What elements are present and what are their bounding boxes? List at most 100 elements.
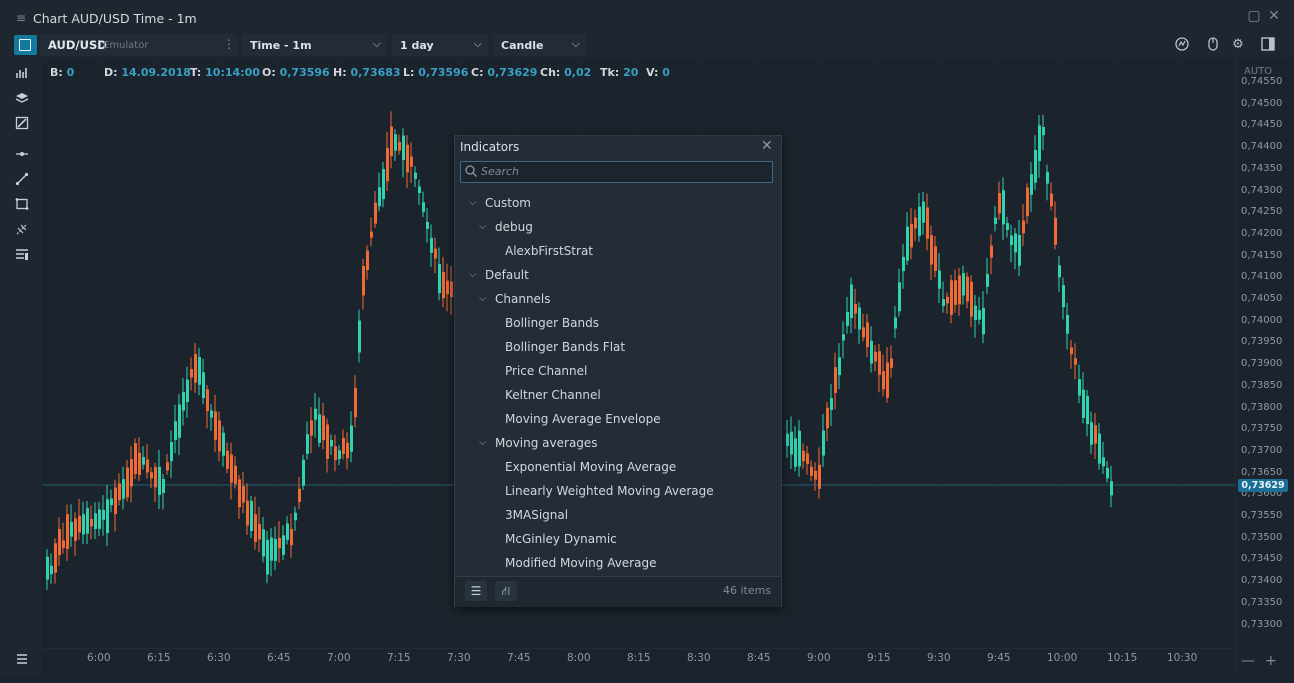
chevron-down-icon: ⌵ — [571, 37, 580, 50]
candle-body — [294, 512, 297, 521]
candle-body — [1050, 193, 1053, 207]
chart-style-dropdown[interactable]: Candle ⌵ — [493, 34, 586, 56]
trend-line-icon[interactable] — [13, 172, 31, 190]
chevron-down-icon[interactable]: ⌵ — [469, 269, 477, 280]
time-axis-label: 9:45 — [987, 652, 1011, 664]
candle-body — [966, 276, 969, 302]
candle-body — [994, 217, 997, 224]
candle-body — [46, 556, 49, 580]
price-axis-label: 0,73300 — [1241, 618, 1283, 630]
candle-body — [190, 369, 193, 378]
indicators-panel: Indicators ✕ ⌵ Custom ⌵ debug AlexbFirstStra… — [454, 135, 782, 607]
time-axis-label: 8:00 — [567, 652, 591, 664]
candle-body — [850, 284, 853, 319]
time-axis-label: 7:30 — [447, 652, 471, 664]
period-dropdown[interactable]: 1 day ⌵ — [392, 34, 488, 56]
symbol-selector[interactable]: AUD/USD Emulator ⋮ — [40, 34, 237, 56]
zoom-in-icon[interactable]: + — [1265, 653, 1277, 669]
candle-body — [150, 472, 153, 479]
candle-body — [298, 488, 301, 502]
more-icon[interactable]: ⋮ — [223, 37, 235, 51]
price-axis-label: 0,73600 — [1241, 488, 1283, 500]
candle-body — [206, 389, 209, 412]
aggregation-dropdown[interactable]: Time - 1m ⌵ — [242, 34, 387, 56]
price-axis-label: 0,74000 — [1241, 314, 1283, 326]
candle-body — [1034, 149, 1037, 183]
indicator-label: Bollinger Bands Flat — [505, 340, 626, 354]
candle-body — [810, 466, 813, 476]
ohlc-info-bar: B: 0 D: 14.09.2018 T: 10:14:00 O: 0,7359… — [44, 64, 680, 82]
maximize-icon[interactable]: ▢ — [1247, 8, 1261, 24]
chevron-down-icon[interactable]: ⌵ — [479, 221, 487, 232]
chevron-down-icon: ⌵ — [473, 37, 482, 50]
candle-body — [950, 280, 953, 315]
price-axis-label: 0,74200 — [1241, 227, 1283, 239]
candle-body — [402, 135, 405, 161]
hamburger-icon[interactable]: ≡ — [16, 11, 27, 25]
candle-body — [314, 408, 317, 420]
candle-body — [58, 529, 61, 556]
horizontal-line-icon[interactable] — [13, 147, 31, 165]
candle-body — [1058, 265, 1061, 278]
candle-body — [274, 539, 277, 561]
candle-body — [846, 311, 849, 326]
layers-icon[interactable] — [13, 91, 31, 109]
candle-body — [806, 453, 809, 464]
candle-body — [366, 250, 369, 271]
list-view-icon[interactable]: ☰ — [465, 581, 487, 601]
mouse-icon[interactable] — [1204, 36, 1222, 54]
panel-toggle-icon[interactable] — [14, 35, 37, 55]
close-icon[interactable]: ✕ — [1268, 8, 1280, 24]
zoom-out-icon[interactable]: — — [1241, 653, 1255, 669]
list-view-icon[interactable] — [13, 652, 31, 670]
price-axis-label: 0,74100 — [1241, 271, 1283, 283]
candle-body — [942, 299, 945, 307]
candle-body — [154, 467, 157, 488]
time-axis[interactable] — [42, 648, 1235, 677]
indicator-label: Linearly Weighted Moving Average — [505, 484, 714, 498]
search-input[interactable] — [481, 163, 761, 179]
candle-body — [926, 207, 929, 239]
time-axis-label: 8:45 — [747, 652, 771, 664]
tree-view-icon[interactable]: ⛙ — [495, 581, 517, 601]
bar-chart-icon[interactable] — [13, 66, 31, 84]
candle-body — [426, 221, 429, 229]
chevron-down-icon[interactable]: ⌵ — [479, 437, 487, 448]
auto-scale-label[interactable]: AUTO — [1244, 66, 1273, 77]
candle-body — [1022, 220, 1025, 234]
candle-body — [306, 434, 309, 454]
candle-body — [414, 172, 417, 179]
candle-body — [1110, 481, 1113, 496]
fibonacci-icon[interactable] — [13, 222, 31, 240]
candle-body — [958, 275, 961, 305]
rectangle-icon[interactable] — [13, 197, 31, 215]
candle-body — [946, 296, 949, 304]
price-axis[interactable] — [1235, 58, 1294, 676]
candle-body — [1014, 233, 1017, 253]
candle-body — [866, 322, 869, 347]
chevron-down-icon[interactable]: ⌵ — [479, 293, 487, 304]
drawing-tools-icon[interactable] — [13, 116, 31, 134]
candle-body — [874, 351, 877, 362]
trade-icon[interactable] — [1173, 36, 1191, 54]
indicator-label: debug — [495, 220, 533, 234]
chevron-down-icon[interactable]: ⌵ — [469, 197, 477, 208]
candle-body — [230, 454, 233, 483]
candle-body — [1062, 285, 1065, 308]
candle-body — [362, 266, 365, 296]
candle-body — [194, 354, 197, 383]
close-icon[interactable]: ✕ — [761, 138, 773, 154]
candle-body — [422, 202, 425, 212]
candle-body — [962, 273, 965, 296]
candle-body — [862, 327, 865, 338]
info-volume: V: 0 — [646, 66, 670, 79]
candle-body — [242, 486, 245, 503]
side-panel-icon[interactable] — [1259, 36, 1277, 54]
candle-body — [254, 514, 257, 542]
candle-body — [54, 543, 57, 573]
price-axis-label: 0,73500 — [1241, 531, 1283, 543]
indicator-list-icon[interactable] — [13, 247, 31, 265]
settings-icon[interactable]: ⚙ — [1232, 37, 1244, 52]
indicator-search[interactable] — [460, 161, 773, 183]
candle-body — [130, 459, 133, 487]
